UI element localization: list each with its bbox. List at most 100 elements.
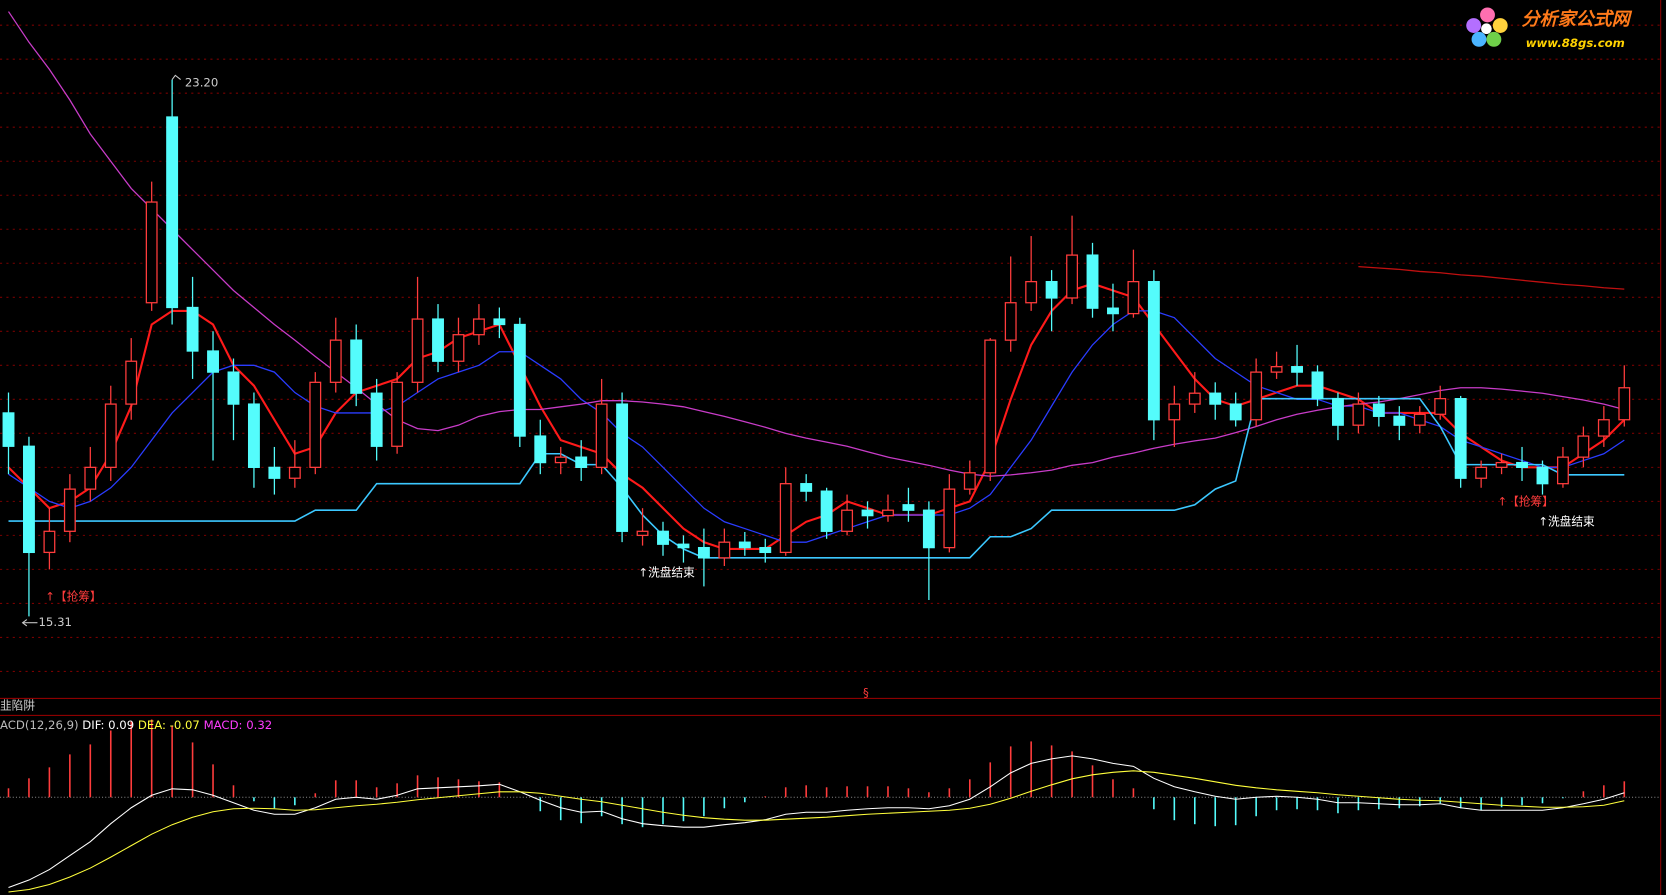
candle-body (268, 466, 281, 479)
legend-value: 0.09 (108, 717, 134, 731)
candle-body (677, 543, 690, 549)
indicator-line (8, 397, 1625, 559)
candle-body (1229, 403, 1242, 421)
candle-body (902, 504, 915, 511)
candle-body (1332, 398, 1344, 426)
high-pointer (171, 74, 181, 81)
candle-body (452, 334, 465, 362)
price-panel: 23.20 15.31 ↑【抢筹】 ↑洗盘结束 ↑【抢筹】 ↑洗盘结束 (0, 11, 1661, 672)
candle-body (1270, 366, 1283, 373)
logo-title: 分析家公式网 (1522, 9, 1633, 30)
candle-body (1168, 403, 1181, 421)
candle-body (63, 488, 76, 532)
candle-body (738, 541, 751, 549)
candle-body (1577, 435, 1590, 458)
candle-body (125, 360, 138, 405)
candle-body (882, 509, 894, 517)
legend-name: DEA: (138, 717, 166, 731)
candle-body (493, 318, 506, 326)
macd-panel (0, 719, 1661, 893)
candle-body (329, 339, 342, 383)
logo-petal (1486, 31, 1502, 47)
logo-petal (1471, 31, 1487, 47)
candle-body (43, 530, 56, 554)
candle-body (943, 488, 956, 549)
candle-body (1413, 413, 1426, 426)
candle-body (1209, 392, 1222, 405)
candle-body (1107, 307, 1119, 315)
candle-body (697, 546, 710, 559)
candle-body (350, 339, 363, 394)
candle-body (186, 306, 199, 352)
candle-body (84, 466, 97, 490)
candle-body (861, 509, 874, 517)
candle-body (1188, 392, 1201, 405)
logo-center (1481, 23, 1492, 35)
candle-body (145, 201, 158, 304)
candle-body (1352, 403, 1365, 426)
candle-body (1147, 281, 1160, 421)
logo-petal (1480, 7, 1495, 23)
candle-body (1434, 398, 1447, 415)
candle-body (370, 392, 383, 447)
low-label: 15.31 (39, 615, 72, 629)
legend-value: -0.07 (170, 717, 200, 731)
candle-body (1475, 466, 1488, 479)
candle-body (513, 323, 526, 437)
signal-label: ↑【抢筹】 (45, 590, 101, 604)
candle-body (1372, 403, 1385, 417)
logo-petal (1492, 18, 1508, 33)
signal-label: ↑洗盘结束 (638, 566, 695, 580)
candle-body (391, 381, 404, 447)
signal-label: ↑【抢筹】 (1497, 494, 1553, 508)
candle-body (288, 466, 301, 479)
candle-body (657, 530, 669, 545)
candle-body (820, 490, 833, 532)
candle-body (411, 318, 424, 383)
candle-body (1311, 371, 1324, 400)
legend-value: 0.32 (246, 717, 272, 731)
candle-body (247, 403, 260, 468)
candle-body (575, 456, 588, 468)
candle-body (595, 403, 608, 468)
candle-body (984, 339, 997, 474)
candle-body (636, 530, 649, 537)
candle-body (1066, 254, 1079, 299)
candle-body (1004, 302, 1017, 341)
candle-body (616, 403, 629, 532)
candle-body (1025, 281, 1038, 304)
candle-body (1086, 254, 1099, 309)
signal-label: ↑洗盘结束 (1538, 515, 1595, 529)
candle-body (1597, 419, 1610, 437)
candle-body (1536, 466, 1549, 485)
candle-body (554, 456, 567, 464)
logo-url: www.88gs.com (1526, 36, 1625, 50)
candle-body (800, 483, 813, 492)
panel-title: 韭陷阱 (0, 698, 35, 712)
candle-body (104, 403, 117, 468)
candle-body (779, 483, 792, 554)
candle-body (1495, 461, 1508, 468)
logo: 分析家公式网 www.88gs.com (1466, 7, 1633, 50)
candle-body (1393, 415, 1406, 426)
candle-body (759, 546, 772, 554)
low-pointer (21, 619, 28, 627)
candle-body (1516, 461, 1528, 468)
divider-mark: § (863, 686, 869, 700)
candle-body (207, 350, 219, 373)
candle-body (1250, 371, 1263, 421)
macd-title: ACD(12,26,9) (0, 717, 79, 731)
high-label: 23.20 (185, 75, 218, 89)
legend-name: MACD: (204, 717, 243, 731)
candle-body (2, 412, 15, 447)
candle-body (1618, 387, 1631, 421)
indicator-line (1358, 266, 1625, 290)
logo-petal (1466, 18, 1482, 33)
candle-body (718, 541, 731, 559)
candle-body (841, 509, 854, 532)
candle-body (227, 371, 240, 405)
candle-body (472, 318, 485, 336)
candle-body (1127, 281, 1140, 315)
